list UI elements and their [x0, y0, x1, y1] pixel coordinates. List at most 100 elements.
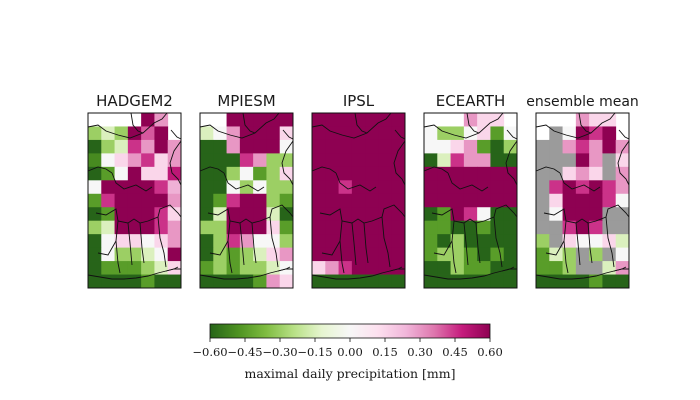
heatmap-cell	[378, 193, 393, 208]
heatmap-cell	[88, 220, 102, 235]
colorbar-tick-label: 0.00	[337, 345, 363, 359]
heatmap-cell	[88, 180, 102, 195]
heatmap-cell	[365, 180, 379, 195]
heatmap-cell-nodata	[536, 153, 550, 168]
heatmap-cell	[365, 207, 379, 222]
heatmap-cell	[226, 126, 241, 141]
heatmap-cell	[536, 261, 550, 275]
heatmap-cell	[253, 113, 267, 127]
heatmap-cell	[378, 139, 393, 154]
colorbar-tick-label: −0.60	[192, 345, 227, 359]
colorbar-tick-label: 0.60	[477, 345, 503, 359]
heatmap-cell	[101, 153, 115, 168]
heatmap-cell	[503, 180, 518, 195]
heatmap-cell	[226, 234, 241, 249]
heatmap-cell	[167, 207, 182, 222]
heatmap-cell	[88, 207, 102, 222]
heatmap-cell	[312, 207, 326, 222]
heatmap-cell	[312, 139, 326, 154]
heatmap-cell	[589, 207, 603, 222]
heatmap-cell-nodata	[536, 166, 550, 181]
heatmap-cell	[536, 274, 550, 289]
heatmap-cell	[127, 166, 142, 181]
heatmap-cell	[167, 274, 182, 289]
colorbar-tick-label: 0.45	[442, 345, 468, 359]
heatmap-cell	[141, 113, 155, 127]
heatmap-cell	[141, 126, 155, 141]
heatmap-cell	[101, 220, 115, 235]
heatmap-cell	[549, 193, 563, 208]
heatmap-cell	[167, 139, 182, 154]
heatmap-cell	[615, 180, 630, 195]
heatmap-cell	[477, 234, 491, 249]
heatmap-cell-nodata	[549, 153, 563, 168]
heatmap-cell	[490, 180, 505, 195]
heatmap-cell	[503, 234, 518, 249]
heatmap-cell	[239, 274, 254, 289]
country-borders	[87, 112, 182, 280]
heatmap-cell	[490, 261, 505, 275]
heatmap-cell	[562, 234, 577, 249]
heatmap-cell	[312, 234, 326, 249]
heatmap-cell	[615, 274, 630, 289]
heatmap-cell	[312, 180, 326, 195]
heatmap-cell	[88, 234, 102, 249]
heatmap-cell	[200, 220, 214, 235]
heatmap-cell	[239, 126, 254, 141]
heatmap-cell	[575, 207, 590, 222]
heatmap-cell	[378, 274, 393, 289]
heatmap-cell	[200, 261, 214, 275]
heatmap-cell	[325, 139, 339, 154]
heatmap-cell	[437, 166, 451, 181]
heatmap-cell	[253, 207, 267, 222]
heatmap-cell	[325, 234, 339, 249]
heatmap-cell	[114, 261, 129, 275]
heatmap-cell-nodata	[602, 247, 617, 262]
heatmap-cell	[101, 193, 115, 208]
heatmap-cell	[589, 220, 603, 235]
heatmap-cell	[154, 261, 169, 275]
heatmap-cell	[325, 180, 339, 195]
heatmap-cell	[226, 166, 241, 181]
heatmap-cell	[253, 193, 267, 208]
heatmap-cell	[114, 139, 129, 154]
heatmap-cell	[266, 139, 281, 154]
heatmap-cell	[200, 193, 214, 208]
heatmap-cell	[312, 193, 326, 208]
heatmap-cell	[266, 261, 281, 275]
heatmap-cell	[463, 139, 478, 154]
heatmap-cell	[141, 193, 155, 208]
heatmap-cell	[378, 166, 393, 181]
colorbar-tick-label: −0.30	[262, 345, 297, 359]
heatmap-cell	[279, 220, 294, 235]
heatmap-cell	[200, 166, 214, 181]
heatmap-cell	[351, 207, 366, 222]
heatmap-cell	[325, 261, 339, 275]
heatmap-cell	[562, 261, 577, 275]
heatmap-cell	[351, 139, 366, 154]
heatmap-cell	[239, 247, 254, 262]
heatmap-cell	[167, 247, 182, 262]
heatmap-cell	[391, 234, 406, 249]
heatmap-cell	[589, 153, 603, 168]
heatmap-cell	[365, 113, 379, 127]
heatmap-cell	[463, 193, 478, 208]
heatmap-cell	[279, 234, 294, 249]
heatmap-cell	[503, 207, 518, 222]
heatmap-cell	[279, 153, 294, 168]
country-borders	[423, 112, 518, 280]
heatmap-cell-nodata	[602, 220, 617, 235]
heatmap-cell	[490, 139, 505, 154]
heatmap-cell	[200, 247, 214, 262]
heatmap-cell	[167, 166, 182, 181]
heatmap-cell	[477, 274, 491, 289]
heatmap-cell	[101, 274, 115, 289]
heatmap-cell	[127, 180, 142, 195]
heatmap-cell	[450, 153, 465, 168]
heatmap-cell	[338, 139, 353, 154]
heatmap-cell-nodata	[536, 180, 550, 195]
heatmap-cell	[450, 274, 465, 289]
heatmap-cell	[127, 234, 142, 249]
heatmap-cell	[351, 126, 366, 141]
heatmap-cell	[213, 220, 227, 235]
